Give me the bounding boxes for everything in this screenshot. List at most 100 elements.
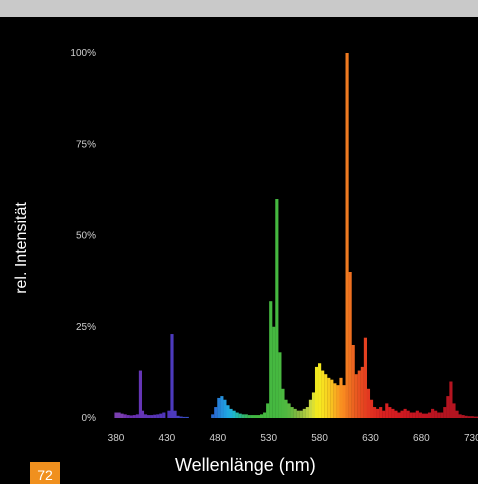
spectrum-bar (235, 412, 239, 418)
spectrum-bar (321, 370, 325, 418)
spectrum-bar (342, 385, 346, 418)
spectrum-bar (421, 413, 426, 418)
spectrum-bar (135, 414, 139, 418)
spectrum-bar (302, 408, 306, 419)
spectrum-bar (182, 416, 186, 418)
spectrum-bar (345, 53, 349, 418)
y-tick-label: 100% (70, 48, 96, 59)
spectrum-bar (211, 414, 215, 418)
spectrum-bar (467, 416, 471, 418)
spectrum-bar (179, 416, 183, 418)
spectrum-bar (117, 412, 121, 418)
y-tick-label: 50% (76, 231, 96, 242)
spectrum-bar (123, 414, 127, 418)
spectrum-bar (354, 374, 358, 418)
spectrum-bar (256, 415, 261, 418)
spectrum-bar (244, 414, 248, 418)
spectrum-bar (223, 399, 227, 418)
spectrum-bar (173, 410, 177, 418)
spectrum-bar (253, 415, 258, 418)
spectrum-bar (330, 379, 334, 418)
spectrum-bar (290, 407, 294, 418)
spectrum-bar (363, 337, 367, 418)
spectrum-bar (162, 412, 166, 418)
spectrum-bar (339, 377, 343, 418)
spectrum-bar (287, 403, 291, 418)
x-tick-label: 680 (413, 433, 430, 444)
spectrum-bar (226, 405, 230, 418)
y-axis-label: rel. Intensität (13, 202, 30, 294)
page-number: 72 (30, 462, 60, 484)
spectrum-bar (379, 407, 383, 418)
spectrum-bar (220, 396, 224, 418)
spectrum-bar (305, 407, 309, 418)
spectrum-bar (250, 415, 254, 418)
spectrum-bar (424, 413, 429, 418)
spectrum-bar (351, 345, 355, 418)
spectrum-bar (373, 407, 377, 418)
spectrum-bar (232, 410, 236, 418)
spectrum-bar (461, 415, 465, 418)
x-tick-labels: 380 430 480 530 580 630 680 730 (108, 433, 478, 444)
spectrum-bar (217, 397, 221, 418)
spectrum-bar (238, 413, 242, 418)
spectrum-bar (449, 381, 453, 418)
y-tick-labels: 0% 25% 50% 75% 100% (70, 48, 96, 424)
x-tick-label: 730 (464, 433, 478, 444)
spectrum-bar (214, 407, 218, 418)
spectrum-bars (114, 53, 478, 419)
x-tick-label: 530 (260, 433, 277, 444)
spectrum-bar (455, 410, 459, 418)
spectrum-bar (140, 410, 145, 418)
spectrum-bar (153, 414, 157, 418)
x-tick-label: 630 (362, 433, 379, 444)
spectrum-bar (159, 413, 163, 418)
spectrum-bar (170, 334, 174, 418)
spectrum-bar (412, 412, 416, 418)
spectrum-bar (470, 416, 474, 418)
spectrum-bar (348, 272, 352, 418)
spectrum-bar (473, 416, 477, 418)
spectrum-bar (366, 388, 371, 418)
spectrum-bar (333, 383, 337, 418)
spectrum-bar (376, 408, 380, 419)
spectrum-bar (284, 399, 288, 418)
y-tick-label: 0% (82, 413, 97, 424)
spectrum-bar (132, 415, 136, 418)
spectrum-bar (241, 414, 245, 418)
y-tick-label: 25% (76, 322, 96, 333)
spectrum-bar (440, 412, 444, 418)
spectrum-bar (400, 410, 404, 418)
spectrum-bar (176, 415, 180, 418)
spectrum-bar (143, 414, 148, 418)
spectrum-bar (129, 415, 133, 418)
spectrum-bar (443, 407, 447, 418)
spectrum-bar (464, 415, 468, 418)
spectrum-bar (406, 410, 410, 418)
spectrum-bar (403, 408, 407, 419)
spectrum-bar (229, 408, 233, 419)
spectrum-bar (369, 399, 374, 418)
spectrum-bar (336, 385, 340, 418)
spectrum-bar (278, 352, 282, 418)
spectrum-bar (418, 412, 422, 418)
y-tick-label: 75% (76, 139, 96, 150)
spectrum-bar (409, 412, 413, 418)
spectrum-bar (318, 363, 322, 418)
spectrum-bar (114, 412, 118, 418)
spectrum-bar (427, 412, 432, 418)
x-tick-label: 580 (311, 433, 328, 444)
spectrum-bar (275, 199, 279, 418)
spectrum-bar (247, 415, 251, 418)
spectrum-bar (138, 370, 143, 418)
spectrum-bar (458, 414, 462, 418)
spectrum-bar (167, 410, 171, 418)
spectrum-bar (476, 416, 478, 418)
spectrum-bar (452, 403, 456, 418)
spectrum-bar (446, 396, 450, 418)
spectrum-bar (147, 415, 151, 418)
spectrum-bar (299, 410, 303, 418)
x-tick-label: 480 (209, 433, 226, 444)
spectrum-bar (431, 408, 435, 419)
spectrum-bar (126, 415, 130, 418)
